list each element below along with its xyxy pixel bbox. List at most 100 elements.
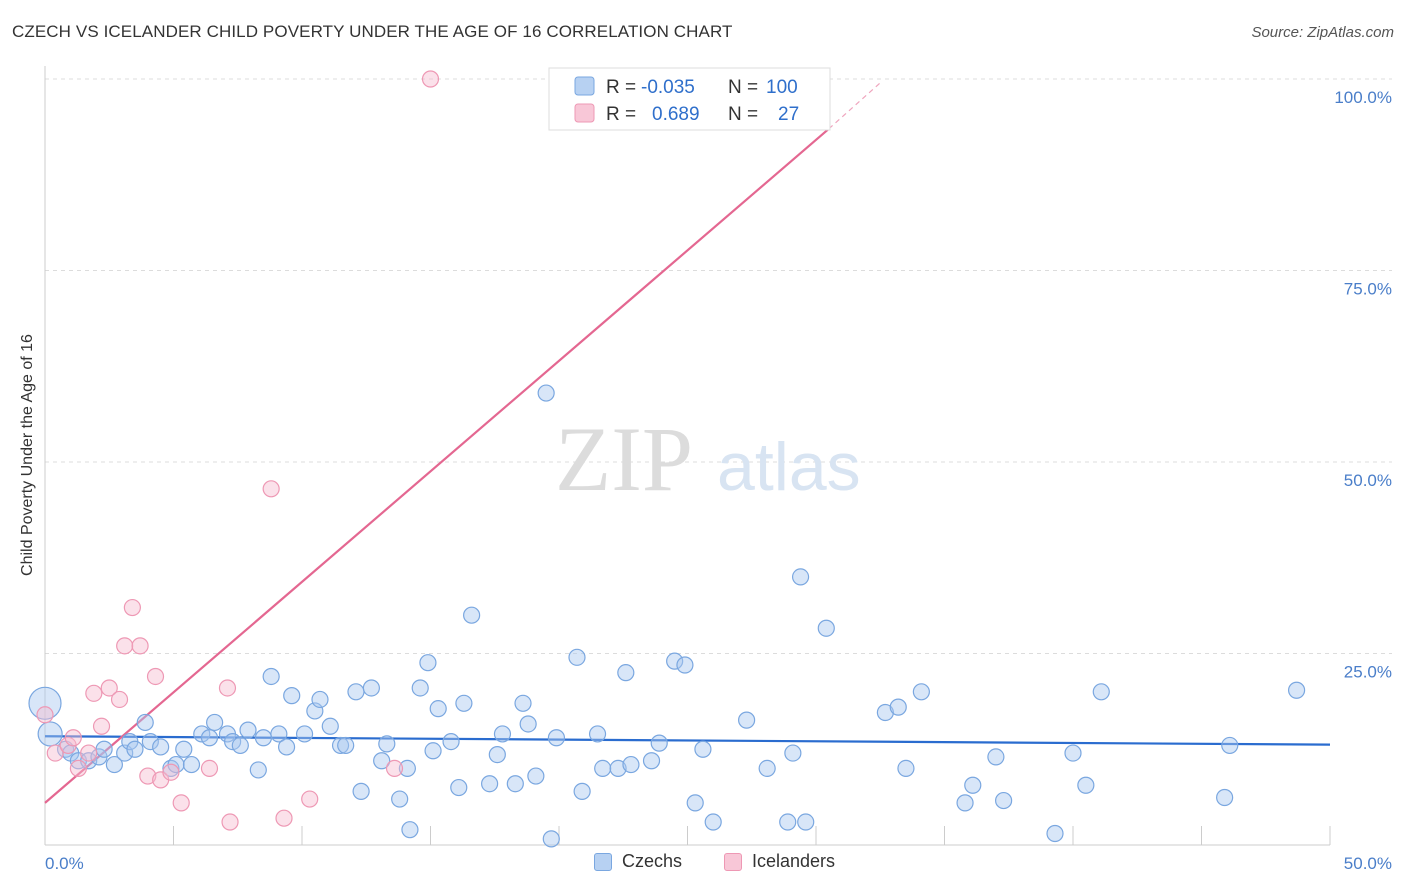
icelanders-point — [69, 759, 88, 778]
icelanders-point — [46, 744, 64, 762]
chart-title: CZECH VS ICELANDER CHILD POVERTY UNDER T… — [12, 22, 733, 41]
czechs-point — [373, 752, 391, 770]
gridlines — [45, 78, 1392, 654]
czechs-point — [463, 606, 481, 624]
czechs-point — [1064, 744, 1082, 762]
source-label: Source: ZipAtlas.com — [1251, 24, 1394, 41]
legend-frame — [548, 67, 831, 131]
czechs-point — [1077, 776, 1095, 794]
legend-label-icelanders: Icelanders — [752, 851, 836, 871]
czechs-point — [362, 679, 380, 697]
icelanders-point — [275, 809, 293, 827]
y-tick-label-25: 25.0% — [1344, 663, 1392, 682]
czechs-point — [295, 725, 314, 743]
series-icelanders — [36, 70, 787, 831]
czechs-point — [249, 761, 267, 779]
icelanders-point — [80, 744, 98, 762]
icelanders-point — [146, 667, 165, 686]
legend-r-value-czechs: -0.035 — [641, 77, 695, 98]
czechs-point — [642, 752, 661, 770]
czechs-point — [450, 778, 468, 797]
czechs-point — [817, 619, 835, 637]
x-tick-label-max: 50.0% — [1344, 854, 1392, 873]
czechs-point — [411, 679, 429, 697]
czechs-point — [175, 740, 193, 758]
czechs-point — [676, 656, 694, 674]
czechs-point — [105, 755, 123, 774]
czechs-point — [283, 687, 301, 705]
icelanders-point — [421, 70, 440, 88]
czechs-point — [152, 738, 170, 756]
czechs-point — [193, 725, 211, 743]
czechs-point — [277, 738, 296, 756]
legend-r-label-icelanders: R = — [606, 104, 636, 125]
czechs-point — [141, 732, 159, 751]
legend-n-label-icelanders: N = — [728, 104, 758, 125]
icelanders-swatch-icon — [724, 852, 742, 871]
czechs-point — [391, 790, 409, 808]
icelanders-point — [218, 679, 237, 697]
legend-swatch-czechs — [574, 76, 595, 96]
czechs-point — [594, 759, 612, 778]
czechs-point — [95, 740, 113, 758]
x-tick-label-min: 0.0% — [45, 854, 84, 873]
czechs-point — [542, 830, 560, 848]
czechs-point — [527, 767, 545, 785]
icelanders-trend-line — [44, 127, 830, 804]
czechs-point — [650, 734, 668, 752]
legend-item-czechs[interactable]: Czechs — [594, 851, 682, 872]
icelanders-point — [139, 767, 157, 785]
czechs-point — [424, 742, 442, 760]
czechs-point — [378, 735, 396, 753]
czechs-point — [779, 813, 797, 831]
czechs-point — [262, 667, 280, 686]
czechs-point — [270, 725, 288, 743]
czechs-point — [758, 759, 776, 778]
czechs-point — [493, 725, 512, 743]
watermark-atlas: atlas — [717, 429, 861, 505]
czechs-point — [136, 713, 154, 732]
czechs-point — [401, 821, 419, 839]
czechs-point — [666, 652, 684, 670]
czechs-point — [537, 384, 555, 402]
icelanders-trend-extension — [828, 82, 881, 130]
czechs-point — [791, 568, 810, 586]
czechs-point — [488, 746, 506, 764]
czechs-point — [206, 713, 224, 732]
czechs-point — [442, 732, 460, 751]
icelanders-point — [262, 480, 280, 498]
czechs-point — [352, 782, 370, 800]
czechs-point — [311, 690, 329, 709]
czechs-point — [987, 748, 1005, 766]
czechs-point — [686, 794, 704, 812]
czechs-point — [337, 736, 355, 755]
legend-item-icelanders[interactable]: Icelanders — [724, 851, 835, 872]
czechs-point — [28, 686, 62, 720]
icelanders-point — [36, 706, 54, 724]
icelanders-point — [162, 763, 180, 781]
czechs-point — [704, 813, 722, 831]
y-tick-label-75: 75.0% — [1344, 280, 1392, 299]
icelanders-point — [110, 690, 129, 709]
czechs-point — [956, 794, 974, 812]
czechs-point — [784, 744, 802, 762]
icelanders-point — [221, 813, 239, 831]
legend-r-value-icelanders: 0.689 — [652, 104, 700, 125]
czechs-point — [694, 740, 712, 758]
czechs-point — [609, 759, 627, 778]
czechs-point — [1046, 824, 1064, 843]
czechs-point — [588, 725, 607, 743]
czechs-point — [321, 717, 339, 735]
czechs-point — [347, 683, 365, 701]
czechs-point — [182, 755, 201, 774]
czechs-point — [398, 759, 416, 778]
czechs-point — [126, 740, 144, 758]
trend-lines — [44, 82, 1331, 804]
icelanders-point — [100, 679, 118, 697]
legend-label-czechs: Czechs — [622, 851, 683, 871]
legend-swatch-icelanders — [574, 103, 595, 123]
y-tick-label-50: 50.0% — [1344, 471, 1392, 490]
icelanders-point — [301, 790, 319, 808]
czechs-point — [1216, 788, 1234, 807]
